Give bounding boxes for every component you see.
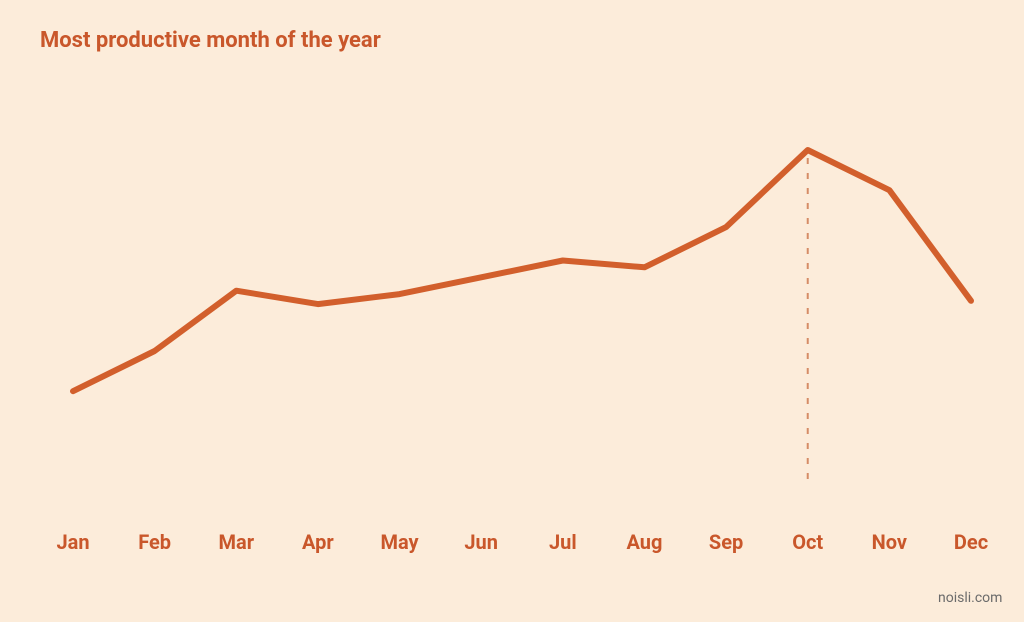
x-axis-label: Apr bbox=[302, 530, 334, 554]
x-axis-label: Sep bbox=[709, 530, 743, 554]
x-axis-label: Jan bbox=[56, 530, 89, 554]
x-axis-label: Mar bbox=[218, 530, 254, 554]
x-axis-label: Oct bbox=[792, 530, 823, 554]
x-axis-label: Jul bbox=[549, 530, 577, 554]
x-axis-label: May bbox=[380, 530, 418, 554]
chart-title: Most productive month of the year bbox=[40, 28, 381, 53]
x-axis-label: Jun bbox=[464, 530, 498, 554]
x-axis-label: Nov bbox=[872, 530, 907, 554]
attribution: noisli.com bbox=[938, 590, 1002, 606]
x-axis-label: Dec bbox=[954, 530, 988, 554]
x-axis-label: Aug bbox=[626, 530, 662, 554]
x-axis-label: Feb bbox=[138, 530, 171, 554]
productivity-chart: Most productive month of the year Jan Feb… bbox=[0, 0, 1024, 622]
chart-svg bbox=[0, 0, 1024, 622]
